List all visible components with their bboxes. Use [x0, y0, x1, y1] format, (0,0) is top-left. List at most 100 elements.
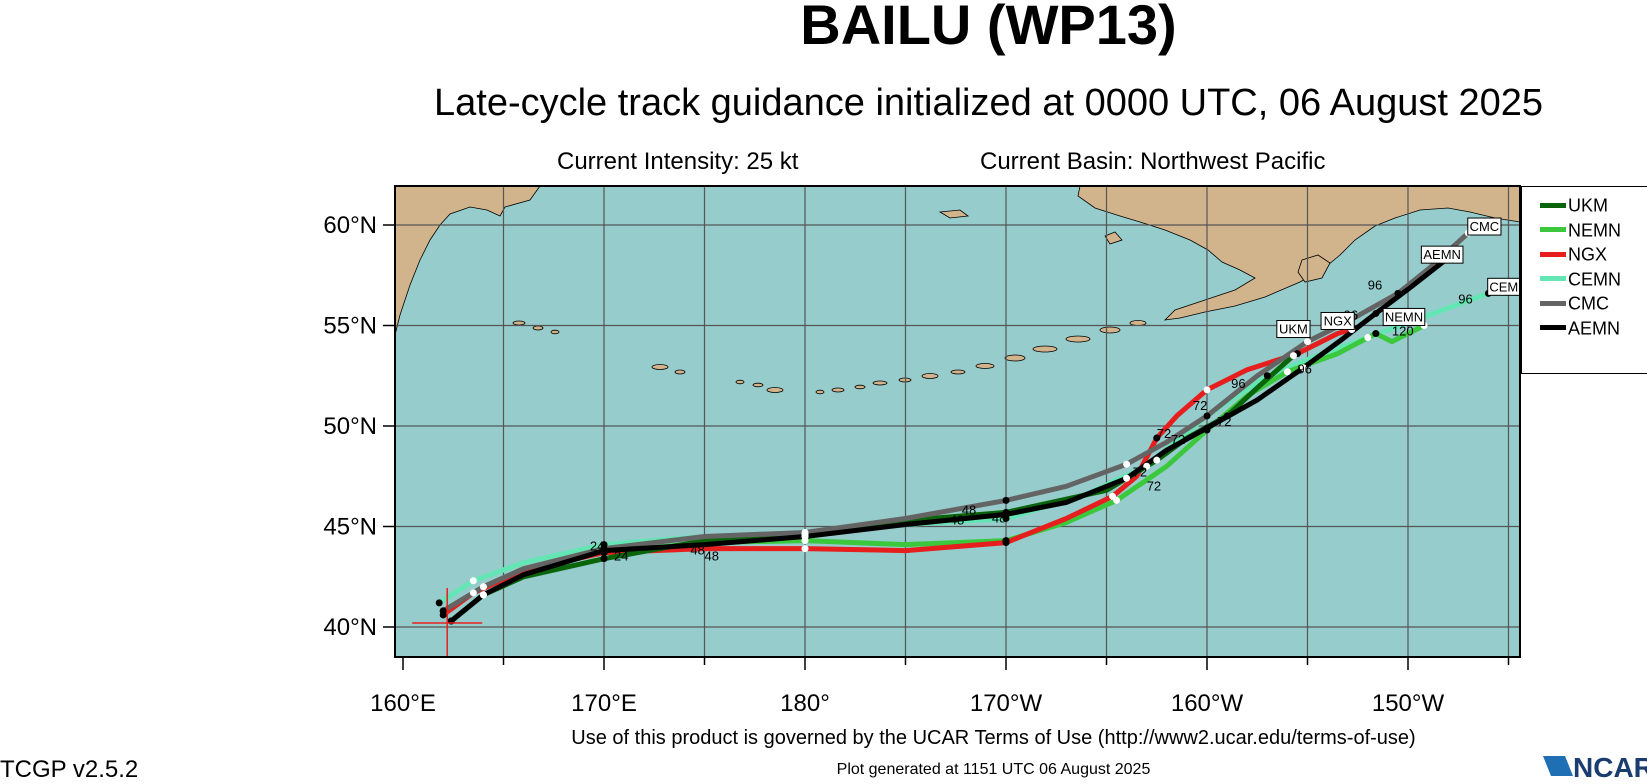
track-point-cmc	[1002, 496, 1010, 504]
forecast-hour-label: 48	[992, 510, 1006, 525]
track-point-cemn	[1364, 334, 1372, 342]
track-point-ngx	[801, 545, 809, 553]
lon-tick-label: 170°E	[571, 690, 637, 717]
legend-label: CEMN	[1568, 268, 1621, 289]
lon-tick-label: 160°E	[370, 690, 436, 717]
forecast-hour-label: 24	[614, 549, 628, 564]
terms-of-use: Use of this product is governed by the U…	[571, 727, 1416, 749]
storm-title: BAILU (WP13)	[800, 0, 1177, 56]
legend-swatch	[1540, 325, 1566, 331]
map-frame	[394, 185, 1521, 658]
model-end-labels: UKM NGX NEMN CEMN AEMN CMC	[1276, 217, 1530, 339]
legend-label: NEMN	[1568, 219, 1621, 240]
guidance-subtitle: Late-cycle track guidance initialized at…	[434, 82, 1543, 124]
legend-swatch	[1540, 251, 1566, 257]
forecast-hour-label: 96	[1368, 277, 1382, 292]
track-point-ngx	[1203, 386, 1211, 394]
track-point-aemn	[1123, 474, 1131, 482]
end-label-cemn: CEMN	[1487, 277, 1530, 296]
current-intensity: Current Intensity: 25 kt	[557, 148, 799, 175]
legend-label: AEMN	[1568, 317, 1621, 338]
track-point-cmc	[1304, 338, 1311, 346]
land-kamchatka	[395, 186, 541, 336]
forecast-hour-label: 72	[1133, 464, 1147, 479]
track-point-cemn	[1143, 462, 1151, 470]
legend-item-ukm: UKM	[1540, 192, 1608, 216]
track-point-cmc	[1394, 289, 1402, 297]
lat-tick-label: 50°N	[323, 413, 377, 440]
track-point-aemn	[1002, 510, 1010, 518]
end-label-cmc: CMC	[1467, 217, 1502, 236]
island-kodiak	[1297, 254, 1331, 283]
legend-item-cmc: CMC	[1540, 290, 1609, 314]
forecast-hour-label: 96	[1458, 291, 1472, 306]
track-point-ngx	[1002, 539, 1010, 547]
track-point-ngx	[1153, 434, 1161, 442]
forecast-hour-label: 96	[1297, 362, 1311, 377]
forecast-hour-label: 72	[1217, 414, 1231, 429]
lon-tick-label: 180°	[780, 690, 830, 717]
lat-tick-label: 45°N	[323, 514, 377, 541]
track-point-ukm	[1223, 412, 1231, 420]
track-point-ngx	[1109, 492, 1117, 500]
ncar-logo-text: NCAR	[1573, 752, 1647, 780]
land-alaska	[1077, 186, 1520, 321]
track-point-cmc	[439, 607, 447, 615]
track-point-aemn	[801, 533, 809, 541]
lon-tick-label: 160°W	[1171, 690, 1244, 717]
end-label-ukm: UKM	[1276, 320, 1311, 339]
track-cmc	[440, 230, 1471, 614]
legend-swatch	[1540, 276, 1566, 282]
forecast-hour-label: 48	[690, 543, 704, 558]
legend-label: NGX	[1568, 244, 1608, 265]
end-label-aemn: AEMN	[1420, 245, 1464, 264]
svg-text:UKM: UKM	[1279, 322, 1308, 337]
track-point-cmc	[1203, 412, 1211, 420]
forecast-hour-label: 72	[1157, 426, 1171, 441]
lat-tick-label: 60°N	[323, 212, 377, 239]
track-point-cmc	[1123, 460, 1131, 468]
track-point-ukm	[600, 555, 608, 563]
longitude-axis: 160°E 170°E 180° 170°W 160°W 150°W	[370, 657, 1510, 717]
lon-tick-label: 150°W	[1372, 690, 1445, 717]
track-point-ukm	[1289, 352, 1297, 360]
island-stlawrence	[938, 209, 970, 219]
svg-text:NEMN: NEMN	[1385, 309, 1423, 324]
track-point-aemn	[1372, 309, 1380, 317]
forecast-hour-label: 48	[962, 502, 976, 517]
forecast-hour-label: 72	[1171, 432, 1185, 447]
track-point-ngx	[469, 589, 477, 597]
svg-text:AEMN: AEMN	[1423, 247, 1461, 262]
track-point-ukm	[1153, 456, 1161, 464]
legend-item-ngx: NGX	[1540, 241, 1607, 265]
forecast-hour-label: 48	[950, 512, 964, 527]
track-point-cemn	[435, 599, 443, 607]
forecast-hour-label: 72	[1193, 398, 1207, 413]
track-point-aemn	[1299, 364, 1307, 372]
track-point-aemn	[479, 591, 487, 599]
forecast-hour-labels: 242448484848487272727272729696969696120	[590, 277, 1473, 563]
forecast-hour-label: 72	[1147, 478, 1161, 493]
forecast-hour-label: 96	[1231, 376, 1245, 391]
legend-swatch	[1540, 227, 1566, 233]
legend-item-nemn: NEMN	[1540, 217, 1621, 241]
track-point-nemn	[1372, 330, 1380, 338]
svg-text:CEMN: CEMN	[1489, 279, 1527, 294]
svg-text:CMC: CMC	[1470, 219, 1500, 234]
forecast-hour-label: 48	[705, 549, 719, 564]
legend-item-cemn: CEMN	[1540, 266, 1621, 290]
lat-tick-label: 55°N	[323, 313, 377, 340]
end-label-nemn: NEMN	[1382, 307, 1426, 326]
legend-swatch	[1540, 202, 1566, 208]
ocean-area	[395, 186, 1520, 657]
track-aemn	[448, 250, 1457, 624]
svg-text:NGX: NGX	[1324, 313, 1353, 328]
latitude-axis: 60°N 55°N 50°N 45°N 40°N	[323, 212, 395, 641]
end-label-ngx: NGX	[1320, 311, 1355, 330]
current-basin: Current Basin: Northwest Pacific	[980, 148, 1326, 175]
model-legend: UKM NEMN NGX CEMN CMC AEMN	[1521, 186, 1647, 374]
forecast-hour-label: 120	[1392, 324, 1414, 339]
legend-label: CMC	[1568, 293, 1609, 314]
track-point-cmc	[479, 583, 487, 591]
